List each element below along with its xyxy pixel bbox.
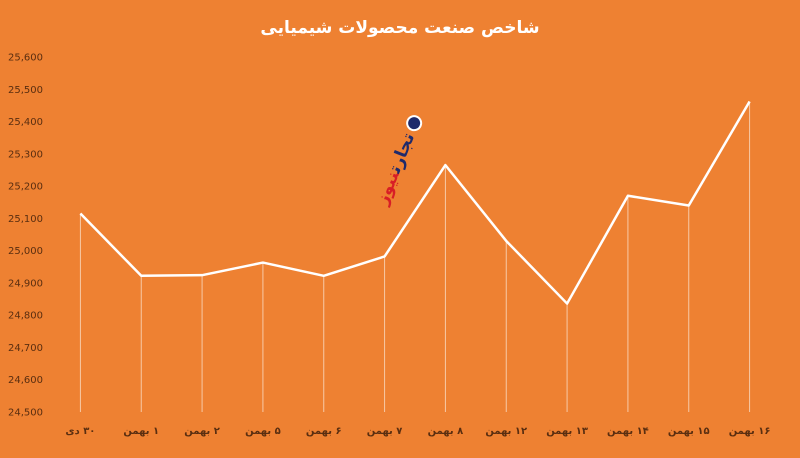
y-tick-label: 24,500: [8, 408, 43, 419]
x-tick-label: ۳۰ دی: [65, 426, 95, 437]
y-axis: 24,500 24,600 24,700 24,800 24,900 25,000 25,1…: [8, 53, 43, 419]
x-tick-label: ۱۲ بهمن: [485, 426, 527, 437]
y-tick-label: 24,900: [8, 278, 43, 289]
x-tick-label: ۷ بهمن: [367, 426, 403, 437]
chart-title: شاخص صنعت محصولات شیمیایی: [260, 18, 540, 38]
y-tick-label: 25,500: [8, 85, 43, 96]
y-tick-label: 24,700: [8, 343, 43, 354]
series: [79, 100, 751, 305]
x-tick-label: ۲ بهمن: [184, 426, 220, 437]
x-tick-label: ۱۵ بهمن: [668, 426, 710, 437]
x-axis: ۳۰ دی ۱ بهمن ۲ بهمن ۵ بهمن ۶ بهمن ۷ بهمن ۸ بهم…: [65, 426, 770, 437]
y-tick-label: 25,100: [8, 214, 43, 225]
series-line: [79, 100, 751, 305]
x-tick-label: ۶ بهمن: [306, 426, 342, 437]
x-tick-label: ۵ بهمن: [245, 426, 281, 437]
drop-lines: [79, 101, 751, 412]
y-tick-label: 24,800: [8, 311, 43, 322]
y-tick-label: 24,600: [8, 375, 43, 386]
x-tick-label: ۱۳ بهمن: [546, 426, 588, 437]
x-tick-label: ۸ بهمن: [428, 426, 464, 437]
y-tick-label: 25,400: [8, 117, 43, 128]
y-tick-label: 25,600: [8, 53, 43, 64]
y-tick-label: 25,000: [8, 246, 43, 257]
y-tick-label: 25,300: [8, 149, 43, 160]
x-tick-label: ۱ بهمن: [123, 426, 159, 437]
y-tick-label: 25,200: [8, 182, 43, 193]
x-tick-label: ۱۶ بهمن: [729, 426, 771, 437]
x-tick-label: ۱۴ بهمن: [607, 426, 649, 437]
chart-frame: [4, 4, 794, 450]
